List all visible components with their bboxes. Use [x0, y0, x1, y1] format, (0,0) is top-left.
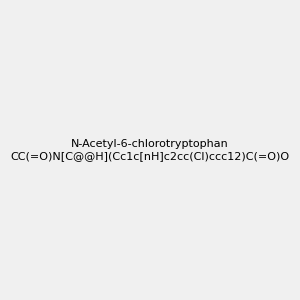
Text: N-Acetyl-6-chlorotryptophan
CC(=O)N[C@@H](Cc1c[nH]c2cc(Cl)ccc12)C(=O)O: N-Acetyl-6-chlorotryptophan CC(=O)N[C@@H…: [11, 139, 290, 161]
